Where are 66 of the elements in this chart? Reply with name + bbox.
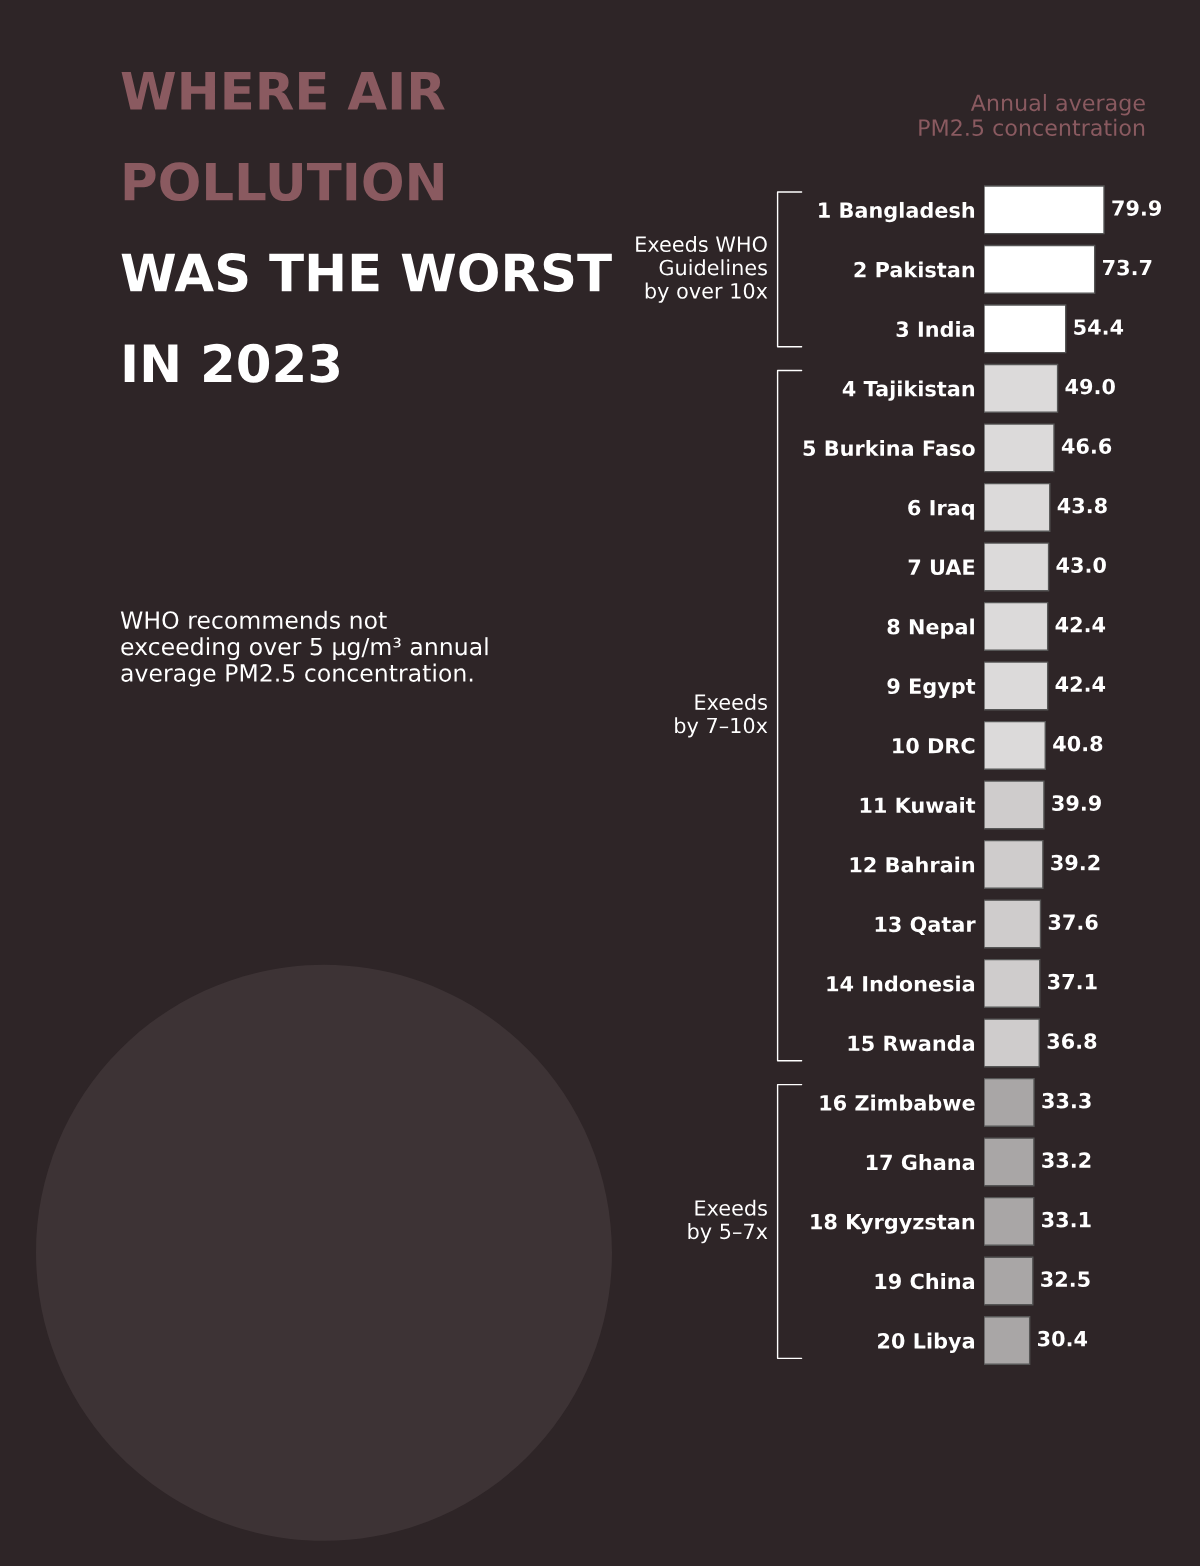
bar [984,1315,1031,1365]
y-tick-label: 19 China [875,1273,975,1290]
y-tick-label: 18 Kyrgyzstan [811,1213,975,1234]
text: Annual average PM2.5 concentration [919,93,1145,137]
data-label: 33.3 [1042,1092,1091,1109]
data-label: 30.4 [1037,1330,1088,1347]
y-tick-label: 9 Egypt [887,678,976,699]
bar [984,720,1046,770]
y-tick-label: 2 Pakistan [854,261,975,278]
data-label: 40.8 [1053,735,1103,752]
text: Exeeds WHO Guidelines by over 10x [636,235,768,303]
y-tick-label: 11 Kuwait [860,797,976,814]
text: Exeeds by 5–7x [688,1199,768,1244]
y-tick-label: 16 Zimbabwe [820,1094,975,1111]
text: WHO recommends not exceeding over 5 µg/m³ annual average PM2.5 concentration. [120,610,488,687]
bar [984,601,1049,651]
bar [984,423,1055,473]
data-label: 33.1 [1042,1211,1091,1228]
bar [984,1196,1035,1246]
bar [984,1077,1035,1127]
y-tick-label: 4 Tajikistan [842,380,975,401]
y-tick-label: 1 Bangladesh [819,201,975,223]
bar [984,1018,1040,1068]
bar [984,363,1059,413]
y-tick-label: 20 Libya [878,1332,975,1353]
y-tick-label: 8 Nepal [887,618,974,639]
data-label: 54.4 [1074,319,1124,335]
data-label: 43.8 [1057,497,1107,514]
data-label: 79.9 [1112,200,1162,216]
bar [984,780,1045,830]
bar [984,839,1044,889]
text: WHERE AIR POLLUTION WAS THE WORST IN 2023 [121,72,612,383]
bar [984,661,1049,711]
bar [984,185,1105,235]
y-tick-label: 12 Bahrain [850,856,975,873]
y-tick-label: 14 Indonesia [827,975,975,992]
data-label: 42.4 [1055,676,1106,692]
bar [984,304,1067,354]
y-tick-label: 7 UAE [908,559,975,576]
data-label: 43.0 [1056,557,1106,573]
bar [984,1256,1034,1306]
bar [984,542,1050,592]
data-label: 73.7 [1103,259,1152,276]
y-tick-label: 6 Iraq [908,499,974,520]
data-label: 39.2 [1051,854,1100,871]
y-tick-label: 10 DRC [893,737,975,754]
data-label: 33.2 [1042,1152,1091,1169]
y-tick-label: 5 Burkina Faso [803,439,975,457]
data-label: 32.5 [1041,1271,1090,1288]
bar [984,1137,1035,1187]
data-label: 49.0 [1065,378,1115,395]
y-tick-label: 15 Rwanda [848,1035,975,1052]
bar [984,244,1096,294]
y-tick-label: 13 Qatar [875,916,976,935]
y-tick-label: 17 Ghana [866,1154,975,1171]
text: Exeeds by 7–10x [675,693,768,738]
data-label: 42.4 [1055,616,1106,633]
data-label: 37.1 [1048,973,1097,990]
data-label: 39.9 [1052,795,1101,811]
bar [984,958,1041,1008]
data-label: 46.6 [1061,438,1112,454]
y-tick-label: 3 India [896,320,975,338]
bar [984,482,1051,532]
data-label: 37.6 [1048,914,1098,930]
bar [984,899,1042,949]
data-label: 36.8 [1047,1033,1097,1049]
